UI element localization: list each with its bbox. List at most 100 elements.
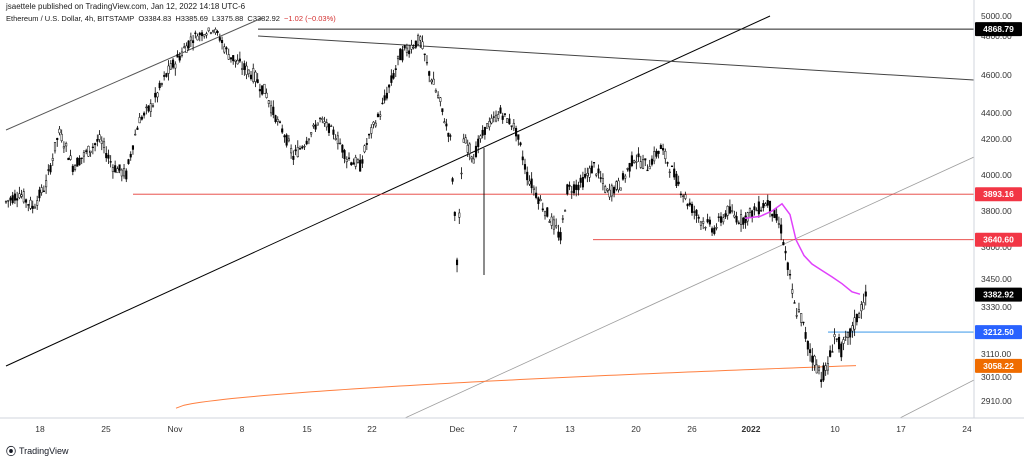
- candle-body: [254, 71, 257, 82]
- candle-body: [33, 206, 37, 209]
- candle-body: [167, 65, 170, 74]
- candle-body: [564, 210, 567, 212]
- candle-body: [432, 78, 435, 85]
- ohlc-change: −1.02 (−0.03%): [284, 14, 336, 23]
- ohlc-high: H3385.69: [175, 14, 208, 23]
- symbol-name: Ethereum / U.S. Dollar, 4h, BITSTAMP: [6, 14, 135, 23]
- time-axis[interactable]: 18 25 Nov 8 15 22 Dec 7 13 20 26 2022 10 17 24: [35, 424, 972, 434]
- candle-body: [820, 379, 823, 382]
- anchored-vwap-line: [175, 365, 857, 409]
- time-tick-label: 8: [240, 424, 245, 434]
- candle-body: [617, 180, 620, 191]
- candle-body: [241, 68, 244, 70]
- price-tick-label: 4200.00: [981, 134, 1012, 144]
- candle-body: [662, 148, 665, 151]
- candle-body: [301, 146, 304, 149]
- candle-body: [855, 313, 858, 323]
- price-label-box: [975, 325, 1022, 340]
- candle-body: [76, 157, 79, 167]
- candle-body: [417, 35, 420, 45]
- price-label-box: [975, 232, 1022, 247]
- candle-body: [278, 121, 282, 123]
- candle-body: [477, 138, 480, 147]
- candle-body: [390, 75, 393, 83]
- symbol-info: Ethereum / U.S. Dollar, 4h, BITSTAMP O33…: [6, 14, 338, 23]
- price-label-box: [975, 187, 1022, 202]
- candle-body: [517, 134, 520, 140]
- candle-body: [82, 152, 86, 157]
- candle-body: [274, 115, 277, 123]
- candle-body: [47, 169, 50, 171]
- candle-body: [846, 332, 850, 338]
- candle-body: [40, 187, 43, 193]
- candle-body: [209, 32, 212, 34]
- price-axis[interactable]: 5000.004800.004600.004400.004200.004000.…: [981, 11, 1012, 406]
- price-label-box: [975, 358, 1022, 373]
- candle-body: [270, 105, 273, 114]
- candle-body: [401, 49, 404, 61]
- candle-body: [864, 291, 867, 297]
- candle-body: [447, 132, 450, 137]
- candle-body: [506, 118, 509, 123]
- candle-body: [73, 165, 77, 170]
- candle-body: [806, 340, 809, 350]
- candle-body: [249, 74, 253, 80]
- time-tick-label: 10: [830, 424, 840, 434]
- candle-body: [788, 274, 792, 276]
- candle-body: [354, 157, 357, 167]
- candle-body: [127, 159, 130, 164]
- candle-body: [862, 302, 865, 310]
- candle-body: [78, 157, 81, 166]
- plot-area: [4, 15, 974, 418]
- candle-body: [468, 143, 471, 154]
- candle-body: [613, 187, 616, 194]
- candle-body: [748, 208, 751, 213]
- candle-body: [462, 138, 465, 143]
- brand-label: TradingView: [19, 445, 69, 456]
- candle-body: [156, 92, 159, 98]
- candle-body: [526, 171, 529, 181]
- candle-body: [842, 339, 845, 344]
- candle-body: [62, 146, 65, 149]
- candle-body: [628, 163, 631, 172]
- candle-body: [7, 200, 10, 202]
- candle-body: [283, 135, 286, 138]
- candle-body: [414, 40, 417, 48]
- candle-body: [499, 107, 502, 114]
- candle-body: [325, 122, 328, 128]
- candle-body: [731, 210, 734, 212]
- candle-body: [793, 302, 796, 304]
- candle-body: [31, 205, 34, 209]
- candle-body: [586, 172, 589, 176]
- candle-body: [557, 231, 560, 238]
- candle-body: [290, 148, 293, 154]
- candle-body: [372, 121, 375, 125]
- price-tick-label: 4600.00: [981, 70, 1012, 80]
- candle-body: [394, 68, 397, 70]
- candle-body: [677, 181, 680, 185]
- candle-body: [330, 125, 333, 127]
- candle-body: [711, 228, 714, 233]
- candle-body: [782, 242, 785, 246]
- candle-body: [207, 27, 210, 32]
- candle-body: [610, 185, 613, 197]
- tradingview-logo[interactable]: ⦿ TradingView: [6, 443, 69, 458]
- candle-body: [546, 207, 549, 217]
- candle-body: [515, 128, 518, 137]
- candle-body: [449, 135, 452, 137]
- candle-body: [24, 199, 28, 203]
- price-label-box: [975, 22, 1022, 37]
- candle-body: [96, 139, 99, 142]
- candle-body: [247, 69, 250, 75]
- candle-body: [439, 97, 442, 102]
- candle-body: [606, 188, 609, 191]
- candle-body: [223, 46, 226, 53]
- price-tick-label: 3800.00: [981, 206, 1012, 216]
- price-tick-label: 3450.00: [981, 274, 1012, 284]
- candles: [4, 27, 867, 388]
- candle-body: [766, 200, 769, 206]
- candle-body: [822, 365, 825, 381]
- candle-body: [561, 218, 564, 220]
- candle-body: [702, 220, 705, 224]
